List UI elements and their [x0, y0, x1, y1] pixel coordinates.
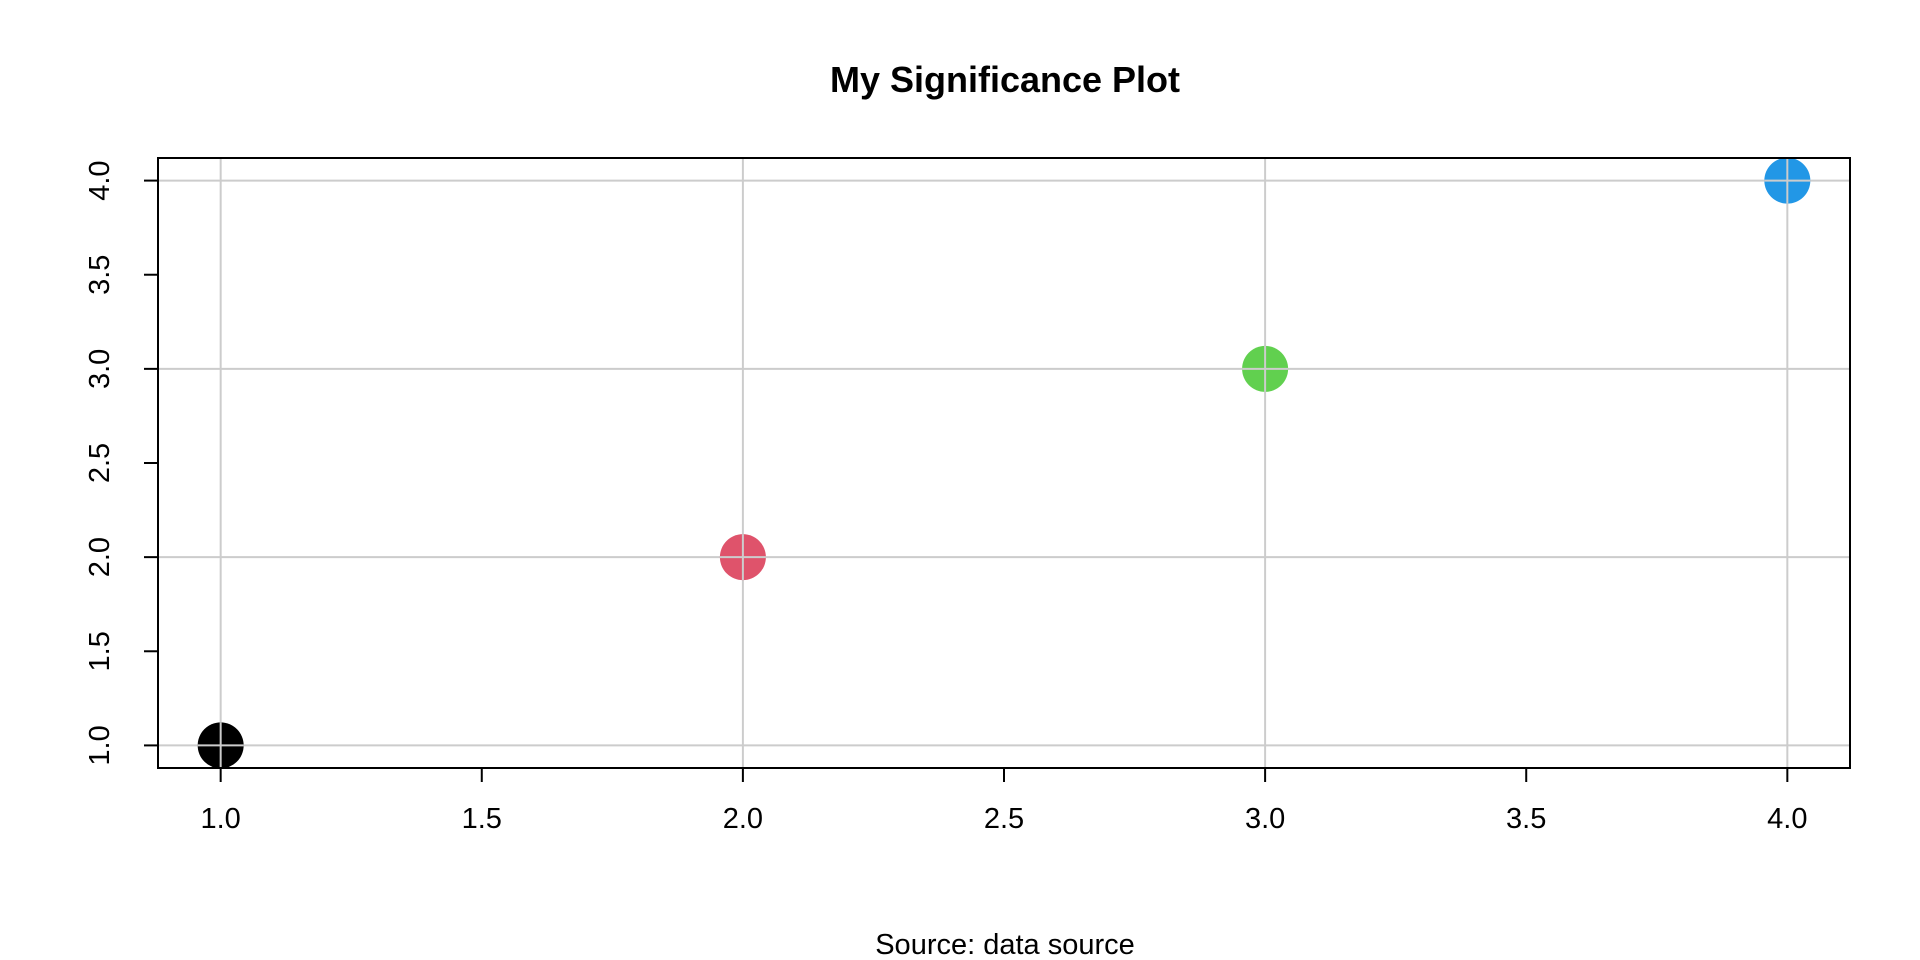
x-tick-label-6: 4.0: [1767, 803, 1807, 835]
x-tick-label-4: 3.0: [1245, 803, 1285, 835]
y-tick-label-3: 2.5: [84, 443, 116, 483]
y-tick-label-2: 2.0: [84, 537, 116, 577]
plot-frame: [157, 157, 1851, 769]
chart-title: My Significance Plot: [830, 59, 1180, 100]
data-points: [197, 157, 1811, 769]
y-axis: 1.0 1.5 2.0 2.5 3.0 3.5 4.0: [84, 160, 158, 766]
x-tick-label-2: 2.0: [723, 803, 763, 835]
y-tick-label-1: 1.5: [84, 631, 116, 671]
y-tick-label-6: 4.0: [84, 160, 116, 200]
grid-lines: [158, 158, 1850, 768]
y-tick-label-0: 1.0: [84, 725, 116, 765]
x-axis: 1.0 1.5 2.0 2.5 3.0 3.5 4.0: [201, 768, 1807, 835]
y-tick-label-4: 3.0: [84, 349, 116, 389]
x-tick-label-1: 1.5: [462, 803, 502, 835]
x-tick-label-3: 2.5: [984, 803, 1024, 835]
source-note: Source: data source: [875, 929, 1135, 960]
x-tick-label-0: 1.0: [201, 803, 241, 835]
y-tick-label-5: 3.5: [84, 255, 116, 295]
x-tick-label-5: 3.5: [1506, 803, 1546, 835]
